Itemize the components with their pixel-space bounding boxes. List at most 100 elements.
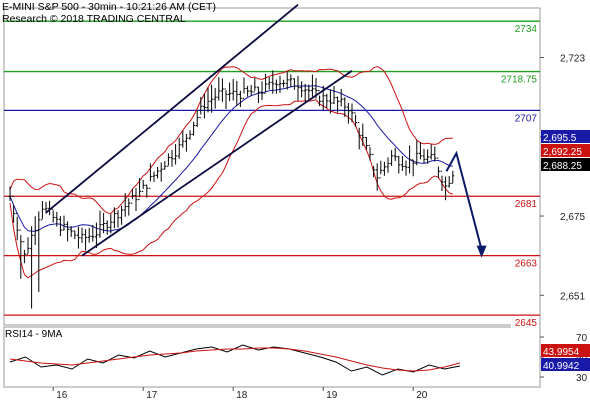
price-bar: [231, 79, 235, 101]
price-bar: [138, 177, 142, 201]
price-bar: [249, 84, 253, 96]
price-bar: [224, 88, 228, 109]
price-bar: [80, 227, 84, 244]
price-bar: [134, 188, 138, 212]
price-bar: [33, 216, 37, 245]
level-label: 2718.75: [501, 75, 538, 86]
level-label-bg: [511, 112, 539, 124]
price-bar: [199, 96, 203, 119]
price-bar: [364, 137, 368, 150]
price-bar: [109, 214, 113, 234]
level-label: 2734: [515, 24, 538, 35]
price-bar: [220, 78, 224, 102]
price-bar: [361, 123, 365, 147]
price-bar: [141, 179, 145, 192]
price-bar: [102, 212, 106, 234]
price-bar: [206, 87, 210, 113]
price-bar: [325, 93, 329, 109]
price-bar: [37, 211, 41, 292]
level-label-bg: [493, 73, 539, 85]
price-bar: [22, 241, 26, 264]
price-bar: [130, 189, 134, 204]
level-label: 2707: [515, 113, 538, 124]
price-tag: [541, 130, 590, 143]
price-tag: [541, 144, 590, 157]
price-bar: [310, 74, 314, 97]
price-bar: [350, 103, 354, 123]
price-bar: [210, 84, 214, 113]
price-bar: [242, 77, 246, 99]
price-tag-label: 2,688.25: [543, 161, 582, 172]
price-bar: [8, 186, 12, 201]
price-bar: [76, 226, 80, 249]
price-bar: [184, 133, 188, 152]
price-bar: [303, 83, 307, 102]
price-bar: [192, 121, 196, 136]
price-bar: [440, 170, 444, 191]
price-bar: [382, 161, 386, 176]
rsi-title: RSI14 - 9MA: [5, 329, 63, 340]
price-bar: [98, 210, 102, 238]
price-bar: [166, 153, 170, 167]
price-bar: [202, 93, 206, 119]
price-bar: [278, 75, 282, 93]
level-label: 2681: [515, 199, 538, 210]
bollinger-upper: [9, 66, 453, 215]
price-bar: [127, 198, 131, 216]
price-bar: [15, 213, 19, 241]
price-bar: [379, 160, 383, 179]
price-bar: [40, 201, 44, 221]
price-bar: [339, 88, 343, 107]
price-bar: [426, 149, 430, 164]
main-plot-frame: [3, 7, 541, 326]
price-bar: [267, 76, 271, 90]
price-bar: [307, 84, 311, 102]
price-bar: [390, 150, 394, 166]
price-bar: [404, 160, 408, 176]
price-tag-label: 2,692.25: [543, 147, 582, 158]
level-label-bg: [511, 317, 539, 329]
price-bar: [30, 226, 34, 309]
price-bar: [429, 144, 433, 160]
price-bar: [217, 77, 221, 101]
price-bar: [336, 96, 340, 113]
price-bar: [195, 109, 199, 128]
price-bar: [66, 221, 70, 242]
x-tick-label: 17: [146, 390, 158, 400]
price-bar: [256, 86, 260, 104]
price-bar: [274, 79, 278, 94]
price-bar: [12, 195, 16, 223]
price-bar: [386, 157, 390, 173]
moving-average-line: [9, 85, 453, 232]
price-bar: [112, 207, 116, 229]
price-bar: [177, 137, 181, 159]
price-bar: [296, 75, 300, 101]
price-bar: [69, 226, 73, 237]
rsi-ma-line: [9, 347, 461, 372]
y-tick-label: 2,723: [560, 54, 585, 65]
price-bar: [372, 153, 376, 178]
price-bar: [418, 142, 422, 160]
price-bar: [318, 90, 322, 107]
price-tag-label: 2,695.5: [543, 133, 577, 144]
price-bar: [120, 205, 124, 225]
x-tick-label: 20: [416, 390, 428, 400]
price-bar: [451, 170, 455, 184]
price-bar: [228, 82, 232, 102]
rsi-y-tick-label: 70: [576, 333, 588, 344]
price-bar: [447, 175, 451, 188]
rsi-value-tag-label: 43.9954: [543, 347, 580, 358]
price-bar: [300, 81, 304, 98]
price-bar: [282, 79, 286, 88]
price-bar: [145, 184, 149, 198]
rsi-value-tag: [541, 344, 590, 357]
price-bar: [415, 140, 419, 166]
price-bar: [94, 222, 98, 249]
copyright-label: Research © 2018 TRADING CENTRAL: [2, 13, 186, 25]
rsi-value-tag-label: 40.9942: [543, 361, 580, 372]
price-bar: [346, 102, 350, 124]
price-bar: [170, 149, 174, 167]
price-bar: [400, 156, 404, 171]
x-tick-label: 18: [236, 390, 248, 400]
